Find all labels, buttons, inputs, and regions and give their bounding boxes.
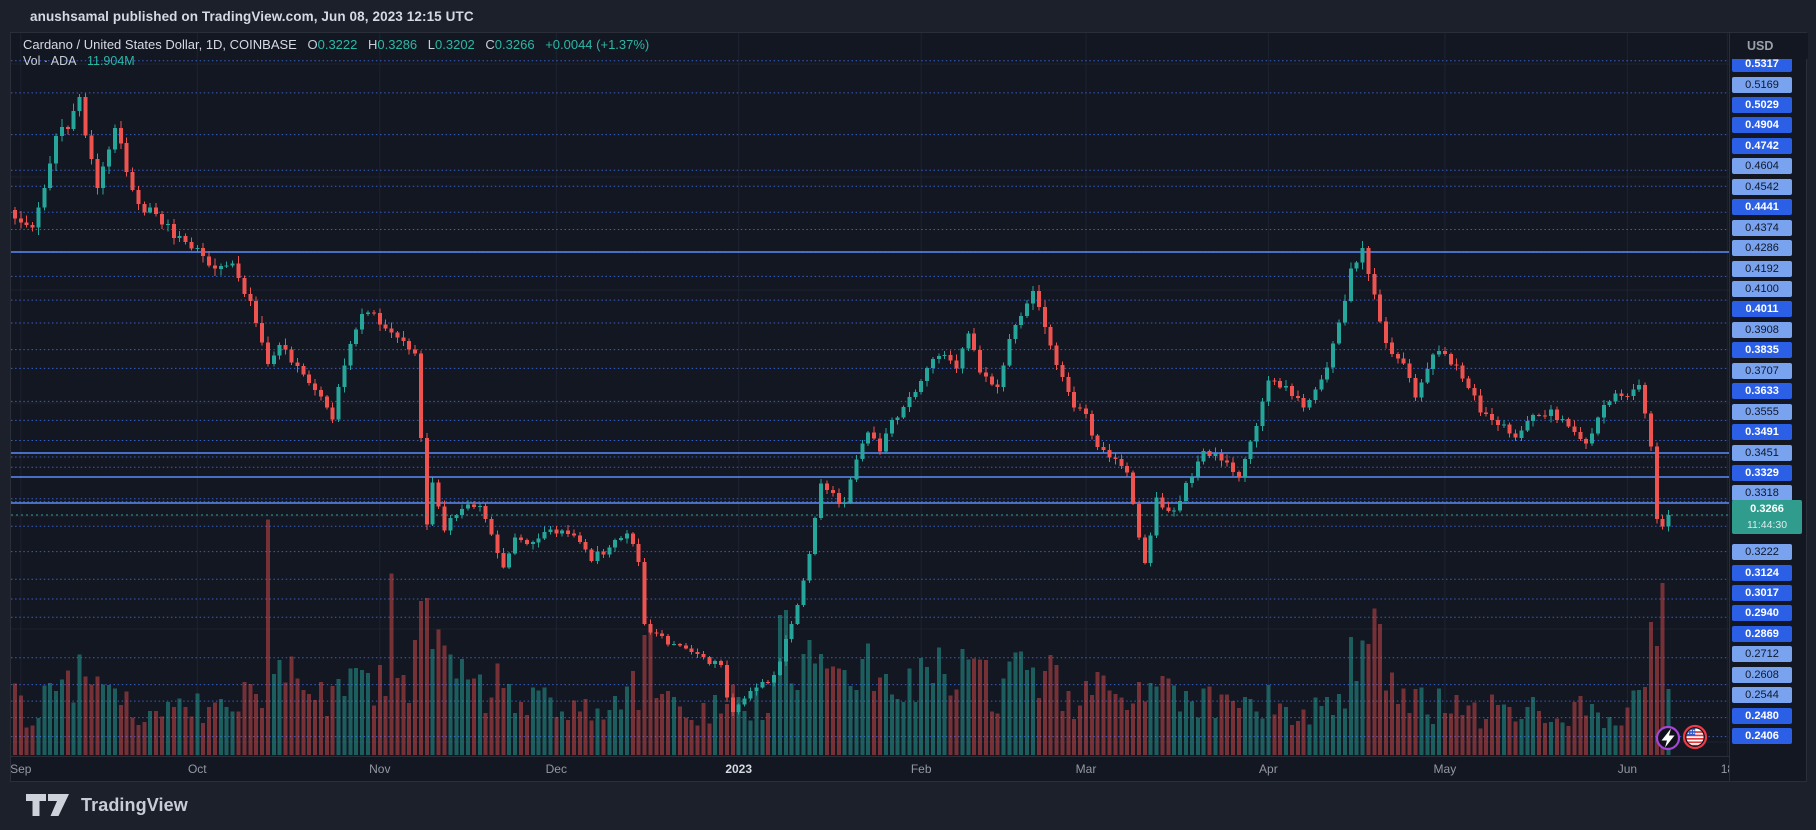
event-badges[interactable] bbox=[1655, 724, 1708, 751]
price-level-label: 0.2608 bbox=[1732, 666, 1792, 683]
time-axis[interactable]: Sep Oct Nov Dec 2023 Feb Mar Apr May Jun 18 bbox=[11, 756, 1729, 781]
price-level-label: 0.3633 bbox=[1732, 383, 1792, 400]
price-level-label: 0.3908 bbox=[1732, 321, 1792, 338]
price-level-label: 0.5317 bbox=[1732, 56, 1792, 72]
price-level-label: 0.4904 bbox=[1732, 117, 1792, 134]
price-level-label: 0.4286 bbox=[1732, 240, 1792, 256]
price-level-label: 0.4604 bbox=[1732, 158, 1792, 175]
tradingview-logo-icon bbox=[26, 794, 69, 816]
brand-name: TradingView bbox=[81, 794, 188, 815]
ohlc-high-label: H bbox=[368, 37, 378, 52]
attribution-text: anushsamal published on TradingView.com,… bbox=[30, 8, 474, 24]
symbol-title[interactable]: Cardano / United States Dollar, 1D, COIN… bbox=[23, 37, 297, 52]
ohlc-high-value: 0.3286 bbox=[377, 37, 418, 52]
price-level-label: 0.2544 bbox=[1732, 687, 1792, 704]
time-tick-feb: Feb bbox=[910, 762, 932, 776]
ohlc-open-label: O bbox=[307, 37, 318, 52]
price-level-label: 0.5169 bbox=[1732, 76, 1792, 93]
time-tick-jun: Jun bbox=[1617, 762, 1638, 776]
price-level-label: 0.3124 bbox=[1732, 564, 1792, 581]
price-level-label: 0.4742 bbox=[1732, 137, 1792, 154]
level-lines-dotted-layer bbox=[11, 60, 1729, 738]
price-level-label: 0.4441 bbox=[1732, 199, 1792, 216]
symbol-legend[interactable]: Cardano / United States Dollar, 1D, COIN… bbox=[23, 36, 649, 70]
time-tick-2023: 2023 bbox=[725, 762, 753, 776]
chart-pane[interactable]: Cardano / United States Dollar, 1D, COIN… bbox=[11, 33, 1729, 756]
price-level-label: 0.3451 bbox=[1732, 444, 1792, 461]
drawn-level-lines-layer[interactable] bbox=[11, 251, 1729, 504]
price-level-label: 0.2406 bbox=[1732, 728, 1792, 744]
ohlc-close-label: C bbox=[485, 37, 495, 52]
price-level-label: 0.5029 bbox=[1732, 96, 1792, 113]
price-level-label: 0.2480 bbox=[1732, 707, 1792, 724]
time-tick-sep: Sep bbox=[11, 762, 32, 776]
volume-label[interactable]: Vol · ADA bbox=[23, 54, 77, 68]
ohlc-low-value: 0.3202 bbox=[435, 37, 475, 52]
price-level-label: 0.3491 bbox=[1732, 424, 1792, 441]
lightning-icon bbox=[1661, 728, 1675, 748]
us-flag-icon bbox=[1686, 728, 1704, 746]
change-value: +0.0044 (+1.37%) bbox=[545, 37, 650, 52]
price-level-label: 0.2869 bbox=[1732, 625, 1792, 642]
attribution-bar: anushsamal published on TradingView.com,… bbox=[0, 0, 1816, 32]
candlestick-layer bbox=[12, 93, 1671, 716]
volume-value: 11.904M bbox=[86, 54, 135, 68]
volume-layer bbox=[12, 519, 1671, 755]
current-price-label: 0.3266 11:44:30 bbox=[1732, 500, 1802, 534]
price-level-label: 0.2712 bbox=[1732, 646, 1792, 663]
legend-main-row: Cardano / United States Dollar, 1D, COIN… bbox=[23, 36, 649, 53]
bar-countdown: 11:44:30 bbox=[1746, 519, 1788, 531]
price-level-label: 0.3222 bbox=[1732, 544, 1792, 560]
price-level-label: 0.4192 bbox=[1732, 260, 1792, 277]
price-level-label: 0.3707 bbox=[1732, 362, 1792, 379]
price-level-label: 0.3555 bbox=[1732, 403, 1792, 420]
time-tick-mar: Mar bbox=[1075, 762, 1097, 776]
footer-bar: TradingView bbox=[0, 782, 1816, 830]
time-tick-oct: Oct bbox=[187, 762, 207, 776]
time-tick-apr: Apr bbox=[1259, 762, 1278, 776]
time-tick-nov: Nov bbox=[369, 762, 391, 776]
price-level-label: 0.4011 bbox=[1732, 301, 1792, 318]
price-level-label: 0.4100 bbox=[1732, 280, 1792, 297]
price-axis-currency[interactable]: USD bbox=[1730, 33, 1808, 59]
ohlc-low-label: L bbox=[427, 37, 436, 52]
ohlc-close-value: 0.3266 bbox=[494, 37, 535, 52]
price-level-label: 0.4374 bbox=[1732, 219, 1792, 236]
current-price-value: 0.3266 bbox=[1750, 503, 1784, 515]
price-level-label: 0.3017 bbox=[1732, 584, 1792, 601]
price-level-label: 0.3329 bbox=[1732, 465, 1792, 481]
ohlc-open-value: 0.3222 bbox=[317, 37, 358, 52]
chart-frame: Cardano / United States Dollar, 1D, COIN… bbox=[10, 32, 1808, 782]
price-level-label: 0.3318 bbox=[1732, 485, 1792, 502]
price-axis[interactable]: USD 0.5317 0.5169 0.5029 0.4904 0.4742 0.4604… bbox=[1729, 33, 1808, 781]
price-level-label: 0.3835 bbox=[1732, 342, 1792, 359]
price-level-label: 0.2940 bbox=[1732, 605, 1792, 622]
time-tick-dec: Dec bbox=[545, 762, 567, 776]
time-tick-18: 18 bbox=[1720, 762, 1729, 776]
price-level-label: 0.4542 bbox=[1732, 178, 1792, 195]
tradingview-brand[interactable]: TradingView bbox=[25, 792, 188, 818]
price-chart-canvas[interactable] bbox=[11, 33, 1729, 756]
time-tick-may: May bbox=[1433, 762, 1457, 776]
grid-layer bbox=[11, 33, 1729, 756]
legend-volume-row: Vol · ADA 11.904M bbox=[23, 53, 649, 70]
